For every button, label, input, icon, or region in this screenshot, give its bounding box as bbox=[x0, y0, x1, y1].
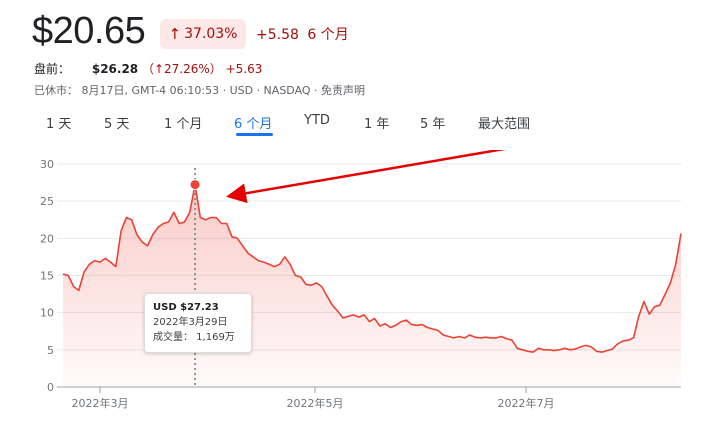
y-tick-label: 15 bbox=[40, 270, 54, 283]
price-area bbox=[63, 184, 681, 387]
highlight-point[interactable] bbox=[189, 179, 201, 191]
x-tick-label: 2022年3月 bbox=[72, 396, 129, 410]
price-chart[interactable]: 0 5 10 15 20 25 30 2022年3月 2022年5月 2022年7月 bbox=[0, 150, 713, 428]
tab-range-6[interactable]: 5 年 bbox=[420, 117, 446, 132]
tab-range-3[interactable]: 6 个月 bbox=[234, 117, 273, 132]
tab-range-0[interactable]: 1 天 bbox=[46, 117, 72, 132]
y-tick-label: 20 bbox=[40, 232, 54, 245]
x-tick-label: 2022年5月 bbox=[287, 396, 344, 410]
tab-range-5[interactable]: 1 年 bbox=[364, 117, 390, 132]
active-tab-indicator bbox=[236, 133, 273, 136]
x-tick-label: 2022年7月 bbox=[498, 396, 555, 410]
current-price: $20.65 bbox=[32, 10, 146, 52]
y-tick-label: 5 bbox=[47, 344, 54, 357]
change-percent-badge: ↑ 37.03% bbox=[160, 19, 246, 49]
price-line bbox=[62, 183, 682, 353]
y-tick-label: 0 bbox=[47, 381, 54, 394]
tab-range-4[interactable]: YTD bbox=[304, 113, 330, 128]
tooltip-date: 2022年3月29日 bbox=[153, 317, 228, 328]
chart-tooltip: USD $27.23 2022年3月29日 成交量： 1,169万 bbox=[144, 293, 252, 353]
tooltip-volume: 成交量： 1,169万 bbox=[153, 332, 235, 343]
market-status-meta[interactable]: 已休市： 8月17日, GMT-4 06:10:53 · USD · NASDA… bbox=[34, 84, 366, 97]
annotation-arrow bbox=[226, 150, 506, 204]
change-absolute-value: +5.58 bbox=[256, 27, 299, 43]
premarket-change-abs: +5.63 bbox=[225, 62, 263, 76]
y-tick-label: 25 bbox=[40, 195, 54, 208]
tab-range-7[interactable]: 最大范围 bbox=[478, 117, 531, 132]
change-absolute: +5.58 6 个月 bbox=[256, 24, 349, 44]
premarket-label: 盘前： bbox=[34, 62, 71, 76]
tab-range-2[interactable]: 1 个月 bbox=[164, 117, 203, 132]
premarket-row: 盘前： $26.28 （↑27.26%） +5.63 bbox=[34, 60, 262, 77]
premarket-change-pct: （↑27.26%） bbox=[141, 62, 222, 76]
y-tick-label: 30 bbox=[40, 158, 54, 171]
y-tick-label: 10 bbox=[40, 307, 54, 320]
arrow-up-icon: ↑ bbox=[168, 25, 182, 43]
tab-range-1[interactable]: 5 天 bbox=[104, 117, 130, 132]
change-percent: 37.03% bbox=[184, 26, 238, 42]
change-period: 6 个月 bbox=[307, 27, 349, 43]
premarket-price: $26.28 bbox=[91, 62, 139, 76]
tooltip-price: USD $27.23 bbox=[153, 302, 219, 313]
